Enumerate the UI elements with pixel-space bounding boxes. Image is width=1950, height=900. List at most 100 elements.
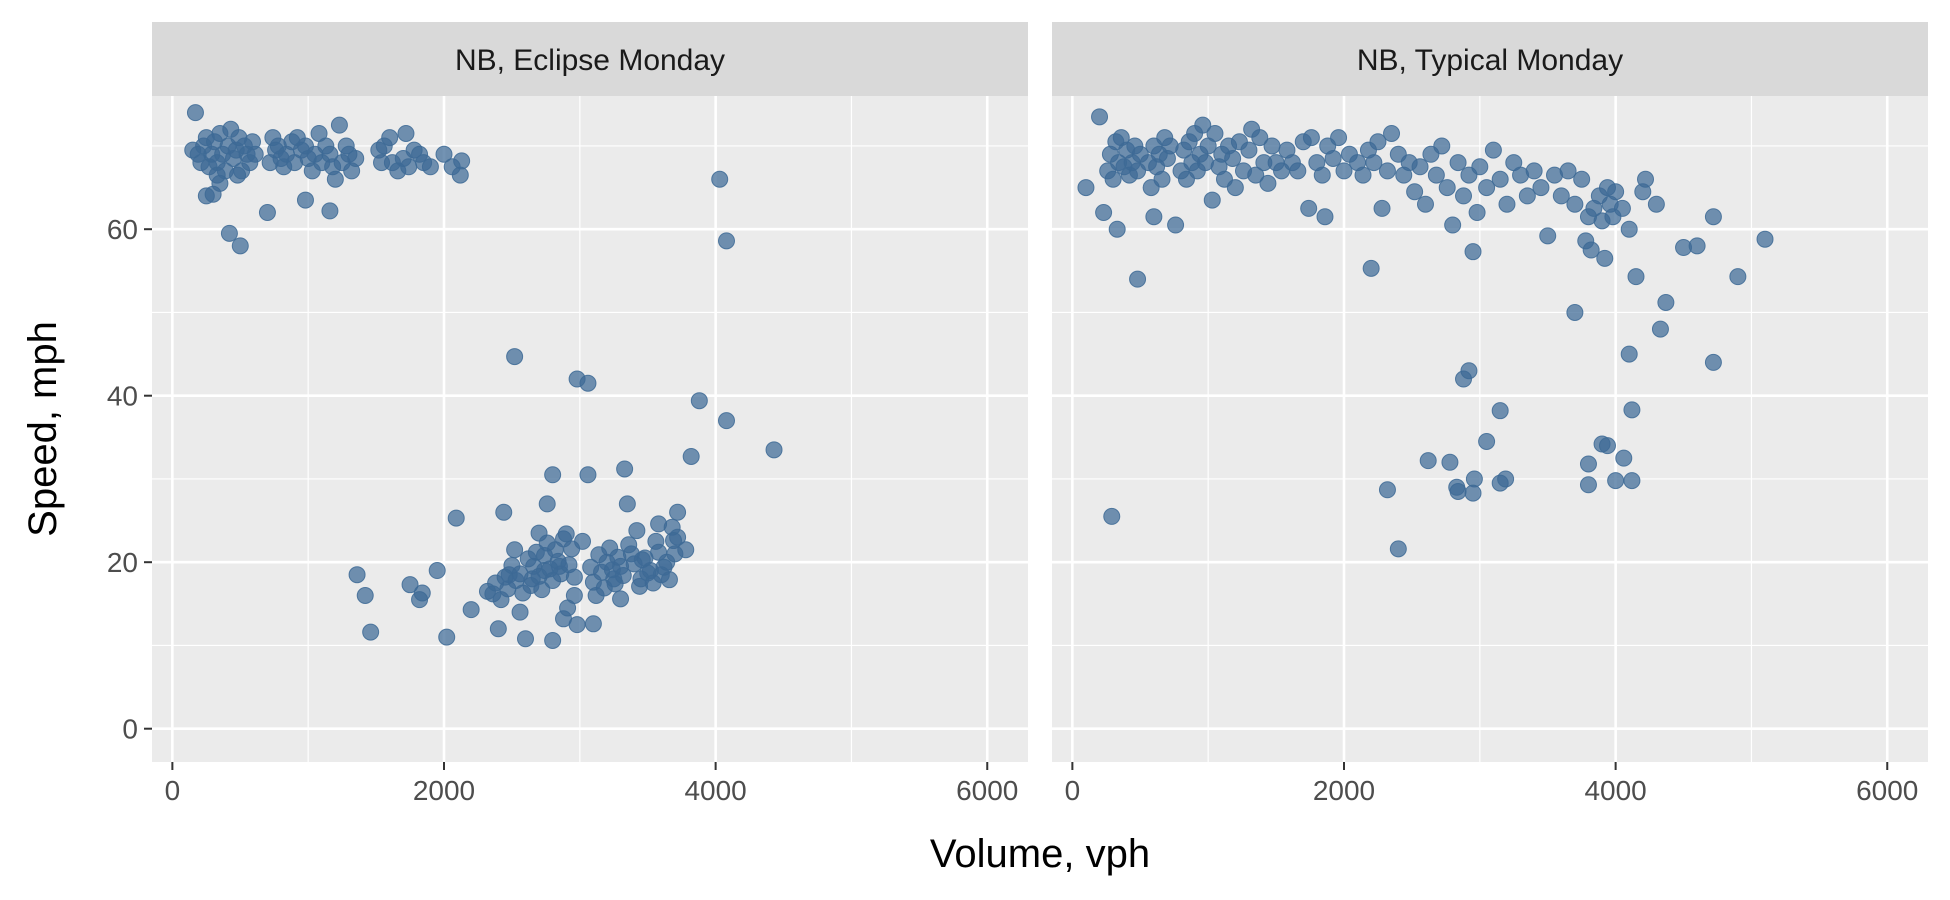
data-point [669, 503, 687, 521]
data-point [557, 525, 575, 543]
data-point [1620, 345, 1638, 363]
data-point [1103, 507, 1121, 525]
data-point [1091, 108, 1109, 126]
data-point [1729, 268, 1747, 286]
data-point [362, 623, 380, 641]
data-point [1251, 129, 1269, 147]
data-point [516, 630, 534, 648]
data-point [1484, 141, 1502, 159]
data-point [568, 616, 586, 634]
panel-background [152, 96, 1028, 762]
data-point [1354, 166, 1372, 184]
data-point [1566, 195, 1584, 213]
data-point [348, 566, 366, 584]
data-point [1383, 124, 1401, 142]
data-point [1559, 162, 1577, 180]
data-point [665, 532, 683, 550]
data-point [506, 348, 524, 366]
x-tick-label: 0 [1065, 775, 1081, 806]
data-point [1478, 179, 1496, 197]
x-tick-label: 2000 [413, 775, 475, 806]
data-point [579, 466, 597, 484]
data-point [1263, 137, 1281, 155]
data-point [1389, 540, 1407, 558]
data-point [381, 129, 399, 147]
data-point [1444, 216, 1462, 234]
data-point [428, 562, 446, 580]
data-point [1330, 129, 1348, 147]
facet-panel-1: NB, Eclipse Monday 0 2000 4000 6000 0 20 40 60 [107, 22, 1028, 806]
data-point [400, 158, 418, 176]
data-point [628, 522, 646, 540]
strip-background [152, 22, 1028, 96]
strip-title: NB, Eclipse Monday [455, 44, 725, 77]
x-tick-label: 4000 [1584, 775, 1646, 806]
data-point [1471, 158, 1489, 176]
data-point [1460, 362, 1478, 380]
data-point [690, 392, 708, 410]
data-point [1455, 187, 1473, 205]
data-point [1704, 353, 1722, 371]
data-point [1259, 174, 1277, 192]
data-point [1419, 452, 1437, 470]
data-point [1438, 179, 1456, 197]
data-point [544, 466, 562, 484]
data-point [644, 574, 662, 592]
data-point [246, 145, 264, 163]
data-point [229, 166, 247, 184]
data-point [321, 202, 339, 220]
data-point [584, 615, 602, 633]
data-point [421, 158, 439, 176]
data-point [1539, 227, 1557, 245]
data-point [1365, 154, 1383, 172]
data-point [1637, 170, 1655, 188]
data-point [1651, 320, 1669, 338]
data-point [677, 541, 695, 559]
data-point [1104, 170, 1122, 188]
data-point [511, 565, 529, 583]
data-point [330, 116, 348, 134]
data-point [1623, 472, 1641, 490]
data-point [1153, 170, 1171, 188]
data-point [1226, 179, 1244, 197]
data-point [1416, 195, 1434, 213]
data-point [544, 631, 562, 649]
data-point [1491, 170, 1509, 188]
data-point [1449, 154, 1467, 172]
data-point [1615, 449, 1633, 467]
data-point [231, 237, 249, 255]
data-point [1247, 166, 1265, 184]
data-point [1756, 230, 1774, 248]
data-point [1406, 183, 1424, 201]
data-point [1427, 166, 1445, 184]
x-tick-label: 0 [165, 775, 181, 806]
data-point [1313, 166, 1331, 184]
strip-background [1052, 22, 1928, 96]
data-point [1324, 149, 1342, 167]
y-tick-label: 20 [107, 547, 138, 578]
data-point [1441, 453, 1459, 471]
data-point [614, 567, 632, 585]
data-point [489, 620, 507, 638]
data-point [1373, 199, 1391, 217]
data-point [1464, 243, 1482, 261]
data-point [1518, 187, 1536, 205]
data-point [447, 509, 465, 527]
data-point [1362, 259, 1380, 277]
data-point [717, 232, 735, 250]
data-point [435, 145, 453, 163]
data-point [650, 543, 668, 561]
data-point [1095, 204, 1113, 222]
data-point [453, 152, 471, 170]
data-point [1620, 220, 1638, 238]
data-point [1378, 481, 1396, 499]
data-point [1491, 402, 1509, 420]
data-point [1566, 303, 1584, 321]
data-point [1607, 472, 1625, 490]
data-point [579, 374, 597, 392]
data-point [765, 441, 783, 459]
data-point [1573, 170, 1591, 188]
data-point [1378, 162, 1396, 180]
y-tick-label: 0 [122, 714, 138, 745]
